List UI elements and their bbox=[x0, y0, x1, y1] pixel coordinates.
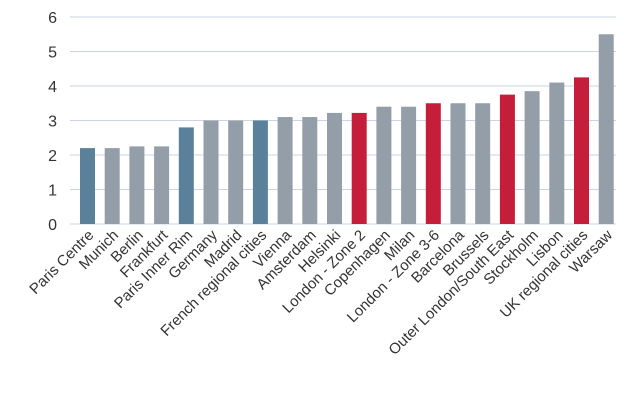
bar bbox=[302, 117, 318, 224]
bar bbox=[598, 34, 614, 224]
y-tick-label: 5 bbox=[48, 45, 57, 62]
y-tick-label: 2 bbox=[48, 148, 57, 165]
bar bbox=[252, 120, 268, 224]
bar bbox=[178, 127, 194, 224]
bar bbox=[524, 91, 540, 224]
bar bbox=[450, 103, 466, 224]
bar-layer bbox=[80, 34, 614, 224]
bar bbox=[499, 94, 515, 224]
bar bbox=[80, 148, 95, 224]
bar bbox=[228, 120, 244, 224]
bar bbox=[475, 103, 491, 224]
bar bbox=[203, 120, 219, 224]
bar bbox=[104, 148, 120, 224]
bar bbox=[376, 106, 392, 224]
y-tick-label: 0 bbox=[48, 217, 57, 234]
bar bbox=[351, 112, 367, 224]
y-axis-ticks: 0 1 2 3 4 5 6 bbox=[48, 10, 57, 234]
y-tick-label: 1 bbox=[48, 183, 57, 200]
y-tick-label: 6 bbox=[48, 10, 57, 27]
bar bbox=[401, 106, 417, 224]
y-tick-label: 4 bbox=[48, 79, 57, 96]
bar bbox=[154, 146, 170, 224]
bar bbox=[129, 146, 145, 224]
bar bbox=[425, 103, 441, 224]
bar bbox=[277, 117, 293, 224]
bar bbox=[549, 82, 565, 224]
bar bbox=[327, 112, 342, 224]
y-tick-label: 3 bbox=[48, 114, 57, 131]
bar bbox=[574, 77, 589, 224]
